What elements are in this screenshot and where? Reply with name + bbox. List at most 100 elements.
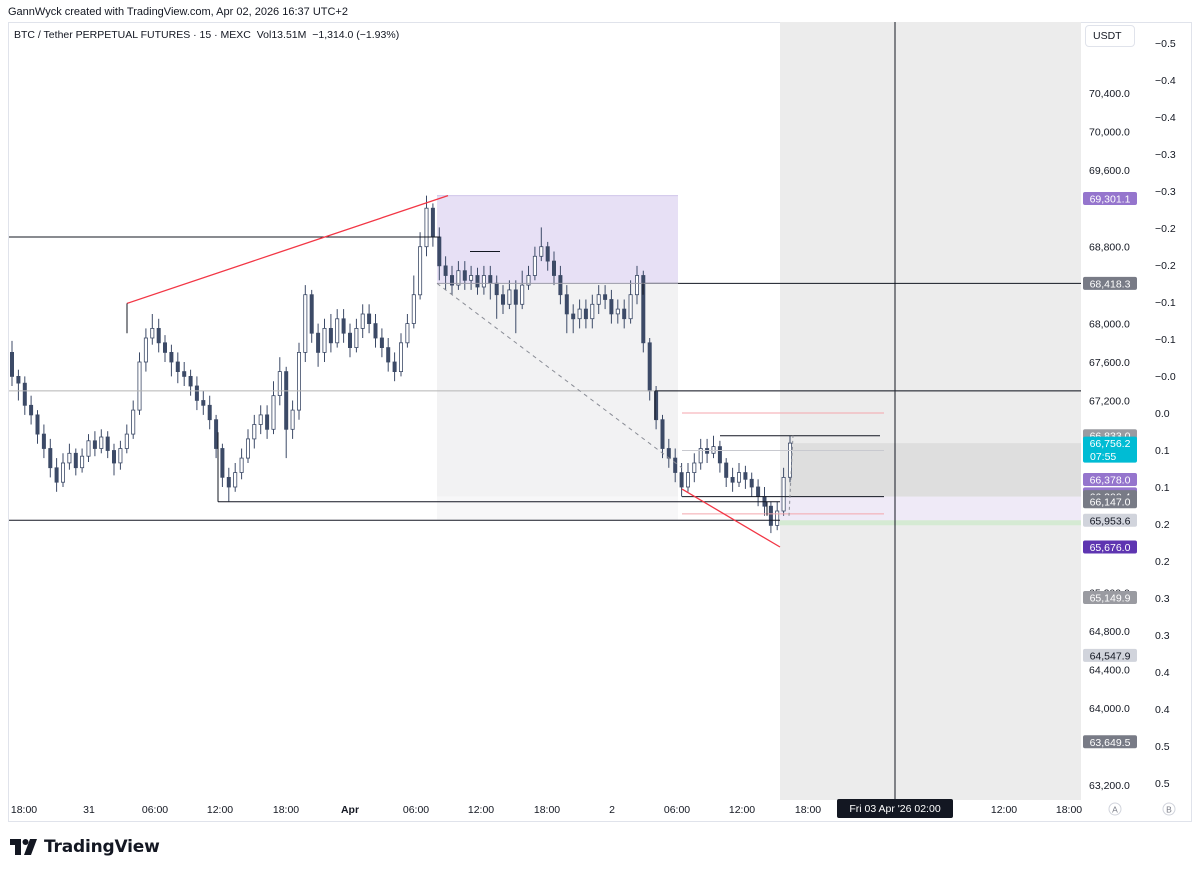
candle-body (16, 375, 21, 384)
price-tag (1083, 192, 1137, 205)
scale-button-a (1108, 802, 1122, 816)
chart-credit: GannWyck created with TradingView.com, A… (8, 6, 348, 18)
candle-body (347, 332, 352, 349)
candle-body (539, 246, 544, 257)
candle-body (749, 478, 754, 488)
grey-range-zone-lower (437, 496, 678, 520)
candle-body (226, 476, 231, 488)
oscillator-axis-tick: 0.2 (1155, 556, 1170, 568)
candle-body (609, 299, 614, 315)
candle-body (571, 313, 576, 320)
candle-body (532, 255, 537, 276)
candle-body (143, 337, 148, 363)
candle-body (513, 289, 518, 305)
price-tag-label: 66,756.2 (1090, 438, 1131, 450)
price-tag (1083, 591, 1137, 604)
candle-body (124, 433, 129, 449)
tradingview-logo[interactable]: TradingView (10, 836, 160, 858)
candle-body (245, 438, 250, 459)
symbol-title: BTC / Tether PERPETUAL FUTURES · 15 · ME… (14, 29, 251, 41)
future-shaded-zone (780, 22, 1081, 800)
candle-body (80, 455, 85, 469)
candle-body (207, 404, 212, 421)
chart-frame (8, 22, 1192, 822)
price-tag-label: 63,649.5 (1090, 737, 1131, 749)
candle-body (9, 351, 14, 377)
oscillator-axis-tick: 0.2 (1155, 519, 1170, 531)
oscillator-axis-tick: 0.4 (1155, 704, 1170, 716)
candle-body (488, 275, 493, 284)
price-axis-tick: 68,000.0 (1089, 319, 1130, 331)
candle-body (411, 294, 416, 324)
price-axis-tick: 67,200.0 (1089, 396, 1130, 408)
bar-countdown: 07:55 (1090, 451, 1116, 463)
price-tag-label: 66,378.0 (1090, 475, 1131, 487)
candle-body (271, 395, 276, 430)
candle-body (373, 323, 378, 339)
price-axis-tick: 68,800.0 (1089, 242, 1130, 254)
scale-button-label: B (1166, 805, 1172, 815)
price-tag (1083, 648, 1137, 662)
candle-body (175, 361, 180, 373)
candle-body (462, 270, 467, 281)
candle-body (398, 342, 403, 372)
time-axis-tick: 18:00 (11, 804, 37, 816)
candle-body (354, 327, 359, 348)
candle-body (35, 414, 40, 435)
candle-body (449, 275, 454, 286)
price-tag (1083, 735, 1137, 749)
candle-body (635, 275, 640, 296)
time-axis-tick: 12:00 (991, 804, 1017, 816)
candle-body (41, 433, 46, 449)
candle-body (137, 361, 142, 411)
oscillator-axis-tick: −0.4 (1155, 112, 1176, 124)
candle-body (456, 270, 461, 286)
price-axis-tick: 70,000.0 (1089, 126, 1130, 138)
time-axis-tick: 06:00 (142, 804, 168, 816)
price-tag-label: 66,147.0 (1090, 497, 1131, 509)
currency-selector[interactable]: USDT (1085, 25, 1135, 47)
time-axis-tick: 18:00 (795, 804, 821, 816)
trendline-low (681, 488, 781, 548)
oscillator-axis-tick: 0.3 (1155, 630, 1170, 642)
price-tag (1083, 473, 1137, 486)
candle-body (418, 246, 423, 296)
time-axis-tick: 18:00 (1056, 804, 1082, 816)
candle-body (252, 424, 257, 440)
price-tag (1083, 276, 1137, 290)
price-tag (1083, 513, 1137, 527)
candle-body (379, 337, 384, 349)
volume-value: 13.51M (271, 29, 307, 41)
candle-body (341, 318, 346, 334)
candle-body (520, 284, 525, 305)
oscillator-axis-tick: −0.2 (1155, 223, 1176, 235)
candle-body (717, 446, 722, 464)
candle-body (590, 303, 595, 320)
candle-body (92, 440, 97, 449)
time-axis-tick: 2 (609, 804, 615, 816)
time-axis-tick: 18:00 (534, 804, 560, 816)
candle-body (596, 294, 601, 305)
candle-body (265, 414, 270, 430)
candle-body (507, 289, 512, 305)
target-green-band (780, 520, 1081, 526)
candle-body (105, 436, 110, 451)
projection-box (789, 443, 1081, 497)
candle-body (156, 327, 161, 344)
candle-body (660, 419, 665, 449)
dashed-diagonal (436, 283, 683, 469)
candle-body (277, 371, 282, 397)
candle-body (781, 476, 786, 512)
oscillator-axis-tick: 0.4 (1155, 667, 1170, 679)
candle-body (220, 448, 225, 478)
volume-label: Vol (256, 29, 272, 41)
candle-body (686, 472, 691, 488)
projection-arrow (788, 435, 794, 516)
candle-body (284, 371, 289, 430)
candle-body (577, 308, 582, 320)
time-axis-tick: 06:00 (664, 804, 690, 816)
candle-body (443, 265, 448, 276)
candle-body (768, 505, 773, 526)
candle-body (182, 371, 187, 377)
